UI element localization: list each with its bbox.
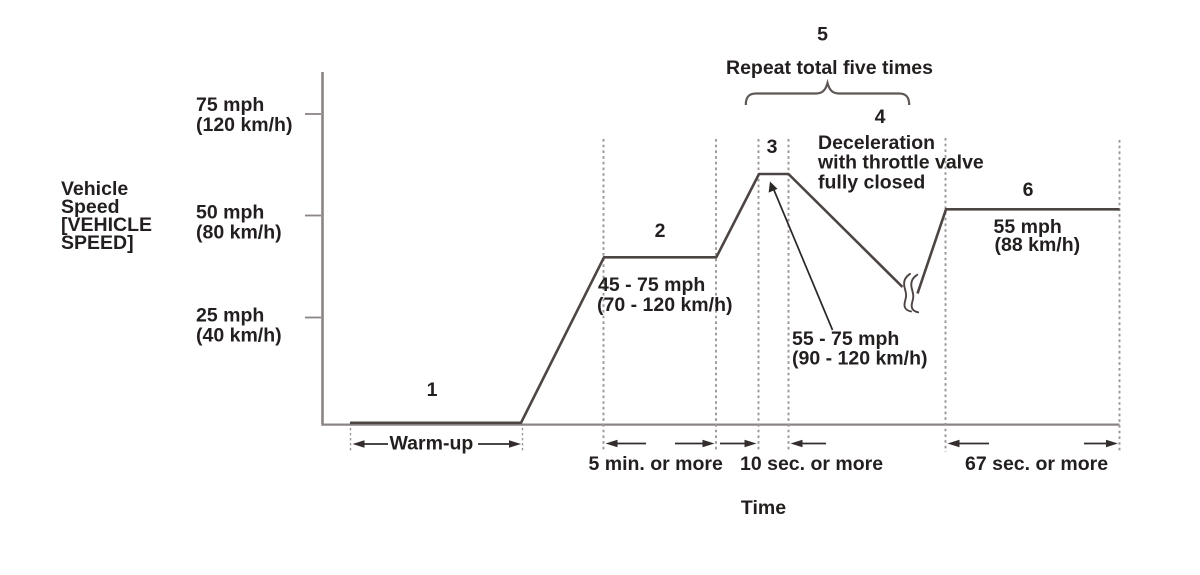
svg-text:Time: Time (741, 497, 786, 519)
svg-text:3: 3 (767, 136, 778, 158)
svg-text:(120 km/h): (120 km/h) (196, 114, 292, 136)
svg-text:Speed: Speed (61, 196, 120, 218)
svg-text:fully closed: fully closed (818, 171, 925, 193)
svg-text:[VEHICLE: [VEHICLE (61, 214, 152, 236)
svg-text:SPEED]: SPEED] (61, 232, 134, 254)
svg-text:4: 4 (875, 106, 886, 128)
svg-text:75 mph: 75 mph (196, 94, 264, 116)
svg-text:with throttle valve: with throttle valve (817, 152, 984, 174)
svg-text:1: 1 (427, 379, 438, 401)
svg-text:(90 - 120 km/h): (90 - 120 km/h) (792, 348, 927, 370)
svg-text:Repeat total five times: Repeat total five times (726, 57, 933, 79)
svg-text:(70 - 120 km/h): (70 - 120 km/h) (597, 294, 732, 316)
svg-text:Vehicle: Vehicle (61, 178, 128, 200)
svg-text:6: 6 (1023, 179, 1034, 201)
svg-text:50 mph: 50 mph (196, 202, 264, 224)
svg-text:55 mph: 55 mph (994, 216, 1062, 238)
svg-text:(88 km/h): (88 km/h) (995, 234, 1081, 256)
svg-text:5: 5 (817, 24, 828, 46)
svg-text:25 mph: 25 mph (196, 305, 264, 327)
svg-text:Deceleration: Deceleration (818, 132, 935, 154)
svg-text:2: 2 (655, 220, 666, 242)
svg-text:(80 km/h): (80 km/h) (196, 222, 282, 244)
svg-text:5 min. or more: 5 min. or more (589, 453, 724, 475)
svg-text:(40 km/h): (40 km/h) (196, 325, 282, 347)
svg-text:45 - 75 mph: 45 - 75 mph (598, 274, 705, 296)
svg-text:10 sec. or more: 10 sec. or more (740, 453, 883, 475)
svg-text:Warm-up: Warm-up (390, 433, 474, 455)
svg-text:55 - 75 mph: 55 - 75 mph (792, 328, 899, 350)
svg-text:67 sec. or more: 67 sec. or more (965, 453, 1108, 475)
